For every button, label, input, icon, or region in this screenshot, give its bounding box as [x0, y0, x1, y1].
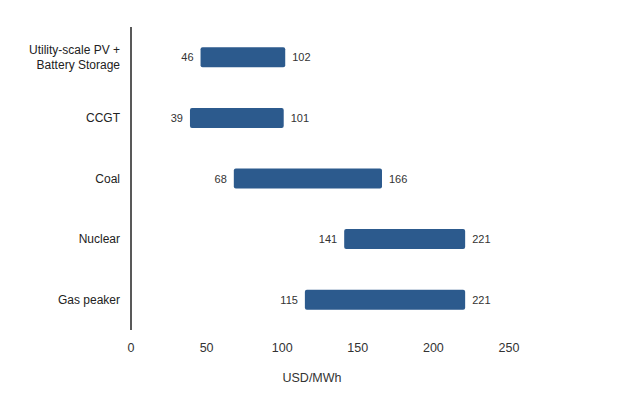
- x-tick-label: 200: [423, 341, 444, 355]
- x-axis-label: USD/MWh: [282, 371, 341, 385]
- x-tick-label: 250: [499, 341, 520, 355]
- x-tick-label: 50: [200, 341, 214, 355]
- bars: [190, 47, 465, 309]
- data-label-low: 39: [171, 112, 183, 124]
- category-label: Gas peaker: [58, 293, 120, 307]
- data-label-high: 166: [389, 173, 407, 185]
- x-tick-label: 100: [272, 341, 293, 355]
- data-label-high: 221: [472, 294, 490, 306]
- range-bar: [201, 47, 286, 67]
- range-bar: [234, 169, 382, 189]
- data-label-low: 141: [319, 233, 337, 245]
- data-label-low: 46: [181, 51, 193, 63]
- range-bar: [190, 108, 284, 128]
- data-label-low: 115: [280, 294, 298, 306]
- y-axis-line: [130, 27, 132, 330]
- range-bar: [305, 290, 465, 310]
- chart: 0 50 100 150 200 250 USD/MWh Utility-scale PV +…: [0, 0, 642, 406]
- category-label: Utility-scale PV +Battery Storage: [29, 43, 120, 72]
- data-label-low: 68: [215, 173, 227, 185]
- x-tick-label: 0: [128, 341, 135, 355]
- category-label: Coal: [95, 172, 120, 186]
- category-label: CCGT: [86, 111, 121, 125]
- range-bar: [344, 229, 465, 249]
- data-label-high: 101: [291, 112, 309, 124]
- chart-container: 0 50 100 150 200 250 USD/MWh Utility-scale PV +…: [0, 0, 642, 406]
- category-label: Nuclear: [79, 232, 120, 246]
- x-tick-label: 150: [347, 341, 368, 355]
- data-label-high: 221: [472, 233, 490, 245]
- data-label-high: 102: [292, 51, 310, 63]
